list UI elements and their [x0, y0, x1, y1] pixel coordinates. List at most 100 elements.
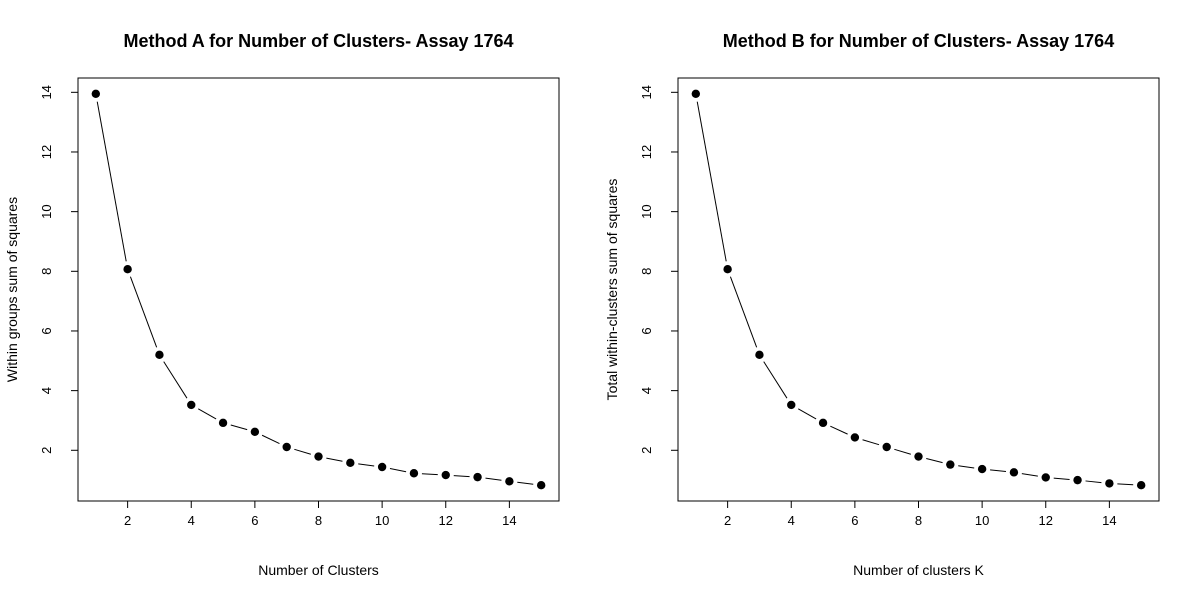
y-tick-label: 10: [639, 204, 654, 218]
y-tick-label: 12: [39, 145, 54, 159]
data-point: [441, 470, 450, 480]
y-tick-label: 8: [639, 268, 654, 275]
x-tick-label: 10: [975, 513, 989, 528]
line-segment: [1021, 473, 1038, 477]
line-segment: [926, 458, 943, 464]
line-segment: [830, 425, 848, 435]
line-segment: [1085, 480, 1102, 484]
data-point: [346, 458, 355, 468]
y-tick-label: 14: [639, 85, 654, 99]
chart-panel-method-b: Method B for Number of Clusters- Assay 1…: [604, 31, 1160, 578]
y-tick-label: 2: [39, 447, 54, 454]
x-tick-label: 8: [915, 513, 922, 528]
x-tick-label: 10: [375, 513, 389, 528]
data-point: [218, 418, 228, 428]
data-point: [787, 400, 796, 410]
y-tick-label: 4: [639, 387, 654, 394]
line-segment: [797, 408, 817, 420]
data-point: [818, 418, 828, 428]
line-segment: [763, 361, 788, 399]
x-tick-label: 12: [1039, 513, 1053, 528]
data-point: [882, 442, 891, 452]
y-tick-label: 4: [39, 387, 54, 394]
line-segment: [197, 408, 217, 420]
y-axis: 2 4 6 8 10 12 14: [39, 85, 78, 454]
y-tick-label: 6: [39, 327, 54, 334]
line-segment: [862, 439, 880, 446]
series-line: [691, 89, 1146, 490]
data-point: [282, 442, 291, 452]
data-point: [473, 472, 482, 482]
data-point: [691, 89, 701, 99]
y-tick-label: 2: [639, 447, 654, 454]
data-point: [1136, 480, 1146, 490]
x-tick-label: 14: [1102, 513, 1116, 528]
data-point: [914, 452, 923, 461]
line-segment: [517, 481, 534, 485]
line-segment: [230, 424, 248, 431]
plot-frame: [677, 77, 1160, 502]
chart-title: Method B for Number of Clusters- Assay 1…: [723, 31, 1114, 51]
series-line: [91, 89, 546, 490]
x-tick-label: 12: [439, 513, 453, 528]
line-segment: [326, 457, 343, 462]
x-tick-label: 6: [851, 513, 858, 528]
data-point: [850, 433, 860, 442]
y-tick-label: 6: [639, 327, 654, 334]
data-point: [755, 350, 764, 360]
y-tick-label: 12: [639, 145, 654, 159]
x-tick-label: 4: [188, 513, 195, 528]
x-tick-label: 6: [251, 513, 258, 528]
data-point: [1009, 468, 1019, 477]
line-segment: [990, 469, 1007, 473]
y-axis: 2 4 6 8 10 12 14: [639, 85, 678, 454]
data-point: [946, 460, 955, 469]
line-segment: [96, 101, 127, 262]
data-point: [155, 350, 164, 360]
x-axis: 2 4 6 8 10 12 14: [724, 501, 1117, 528]
y-axis-label: Within groups sum of squares: [4, 197, 20, 382]
line-segment: [894, 448, 911, 455]
line-segment: [958, 465, 975, 469]
line-segment: [129, 276, 158, 348]
data-point: [1105, 479, 1114, 488]
data-point: [723, 265, 732, 274]
line-segment: [485, 477, 502, 481]
data-point: [123, 265, 132, 274]
x-tick-label: 4: [788, 513, 795, 528]
line-segment: [453, 475, 470, 478]
x-tick-label: 2: [124, 513, 131, 528]
data-point: [377, 462, 387, 472]
chart-title: Method A for Number of Clusters- Assay 1…: [123, 31, 513, 51]
x-tick-label: 8: [315, 513, 322, 528]
y-axis-label: Total within-clusters sum of squares: [604, 179, 620, 401]
plot-frame: [77, 77, 560, 502]
data-point: [187, 400, 196, 410]
x-tick-label: 14: [502, 513, 516, 528]
line-segment: [294, 448, 311, 455]
x-axis: 2 4 6 8 10 12 14: [124, 501, 517, 528]
line-segment: [261, 434, 280, 445]
line-segment: [729, 276, 758, 348]
data-point: [505, 477, 514, 486]
x-axis-label: Number of clusters K: [853, 562, 984, 578]
data-point: [250, 427, 260, 436]
data-point: [536, 480, 546, 490]
data-point: [1073, 475, 1082, 485]
line-segment: [389, 468, 407, 473]
y-tick-label: 10: [39, 204, 54, 218]
data-point: [977, 464, 987, 474]
data-point: [1041, 473, 1050, 482]
line-segment: [358, 463, 375, 467]
y-tick-label: 14: [39, 85, 54, 99]
line-segment: [696, 101, 727, 262]
data-point: [314, 452, 323, 461]
line-segment: [1117, 483, 1134, 486]
chart-panel-method-a: Method A for Number of Clusters- Assay 1…: [4, 31, 560, 578]
data-point: [409, 469, 419, 478]
line-segment: [421, 473, 438, 476]
y-tick-label: 8: [39, 268, 54, 275]
x-tick-label: 2: [724, 513, 731, 528]
data-point: [91, 89, 101, 99]
